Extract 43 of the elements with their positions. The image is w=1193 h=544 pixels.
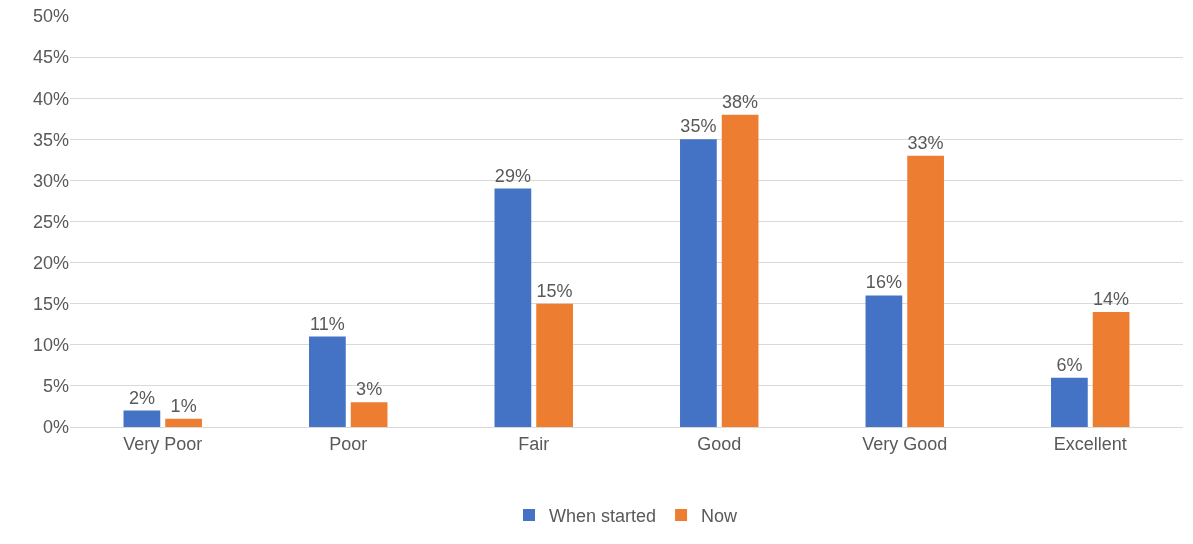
data-label: 38%: [722, 91, 759, 112]
y-tick-label: 0%: [42, 417, 69, 438]
y-tick-label: 25%: [32, 211, 69, 232]
legend-label: When started: [549, 506, 657, 527]
y-tick-label: 10%: [32, 335, 69, 356]
bar: [865, 295, 903, 427]
y-tick-label: 35%: [32, 129, 69, 150]
data-label: 14%: [1093, 288, 1130, 309]
x-tick-label: Very Poor: [123, 433, 203, 454]
data-label: 6%: [1056, 354, 1083, 375]
bar: [1051, 377, 1088, 427]
data-label: 16%: [865, 272, 902, 293]
y-tick-label: 5%: [42, 376, 69, 397]
bar: [1092, 311, 1130, 427]
data-label: 35%: [680, 116, 717, 137]
y-tick-label: 45%: [32, 47, 69, 68]
bar: [123, 410, 161, 427]
x-tick-label: Very Good: [862, 433, 948, 454]
bar: [536, 303, 573, 427]
x-tick-label: Poor: [329, 433, 368, 454]
bar: [907, 155, 944, 427]
data-label: 29%: [494, 165, 531, 186]
data-label: 11%: [310, 313, 345, 334]
y-tick-label: 15%: [32, 294, 69, 314]
legend-label: Now: [701, 506, 739, 527]
x-tick-label: Excellent: [1053, 433, 1127, 454]
bar: [350, 402, 388, 427]
bar: [309, 336, 346, 427]
data-label: 15%: [536, 280, 573, 301]
data-label: 2%: [128, 387, 155, 408]
bar: [165, 418, 202, 427]
y-tick-label: 40%: [32, 88, 69, 109]
data-label: 1%: [170, 395, 197, 416]
y-tick-label: 30%: [32, 170, 69, 191]
y-tick-label: 50%: [32, 6, 69, 27]
x-tick-label: Fair: [518, 433, 550, 454]
data-label: 33%: [907, 132, 944, 153]
bar: [494, 188, 532, 427]
data-label: 3%: [356, 379, 383, 400]
y-tick-label: 20%: [32, 252, 69, 273]
x-tick-label: Good: [697, 433, 742, 454]
bar: [680, 139, 717, 427]
bar: [721, 114, 759, 427]
